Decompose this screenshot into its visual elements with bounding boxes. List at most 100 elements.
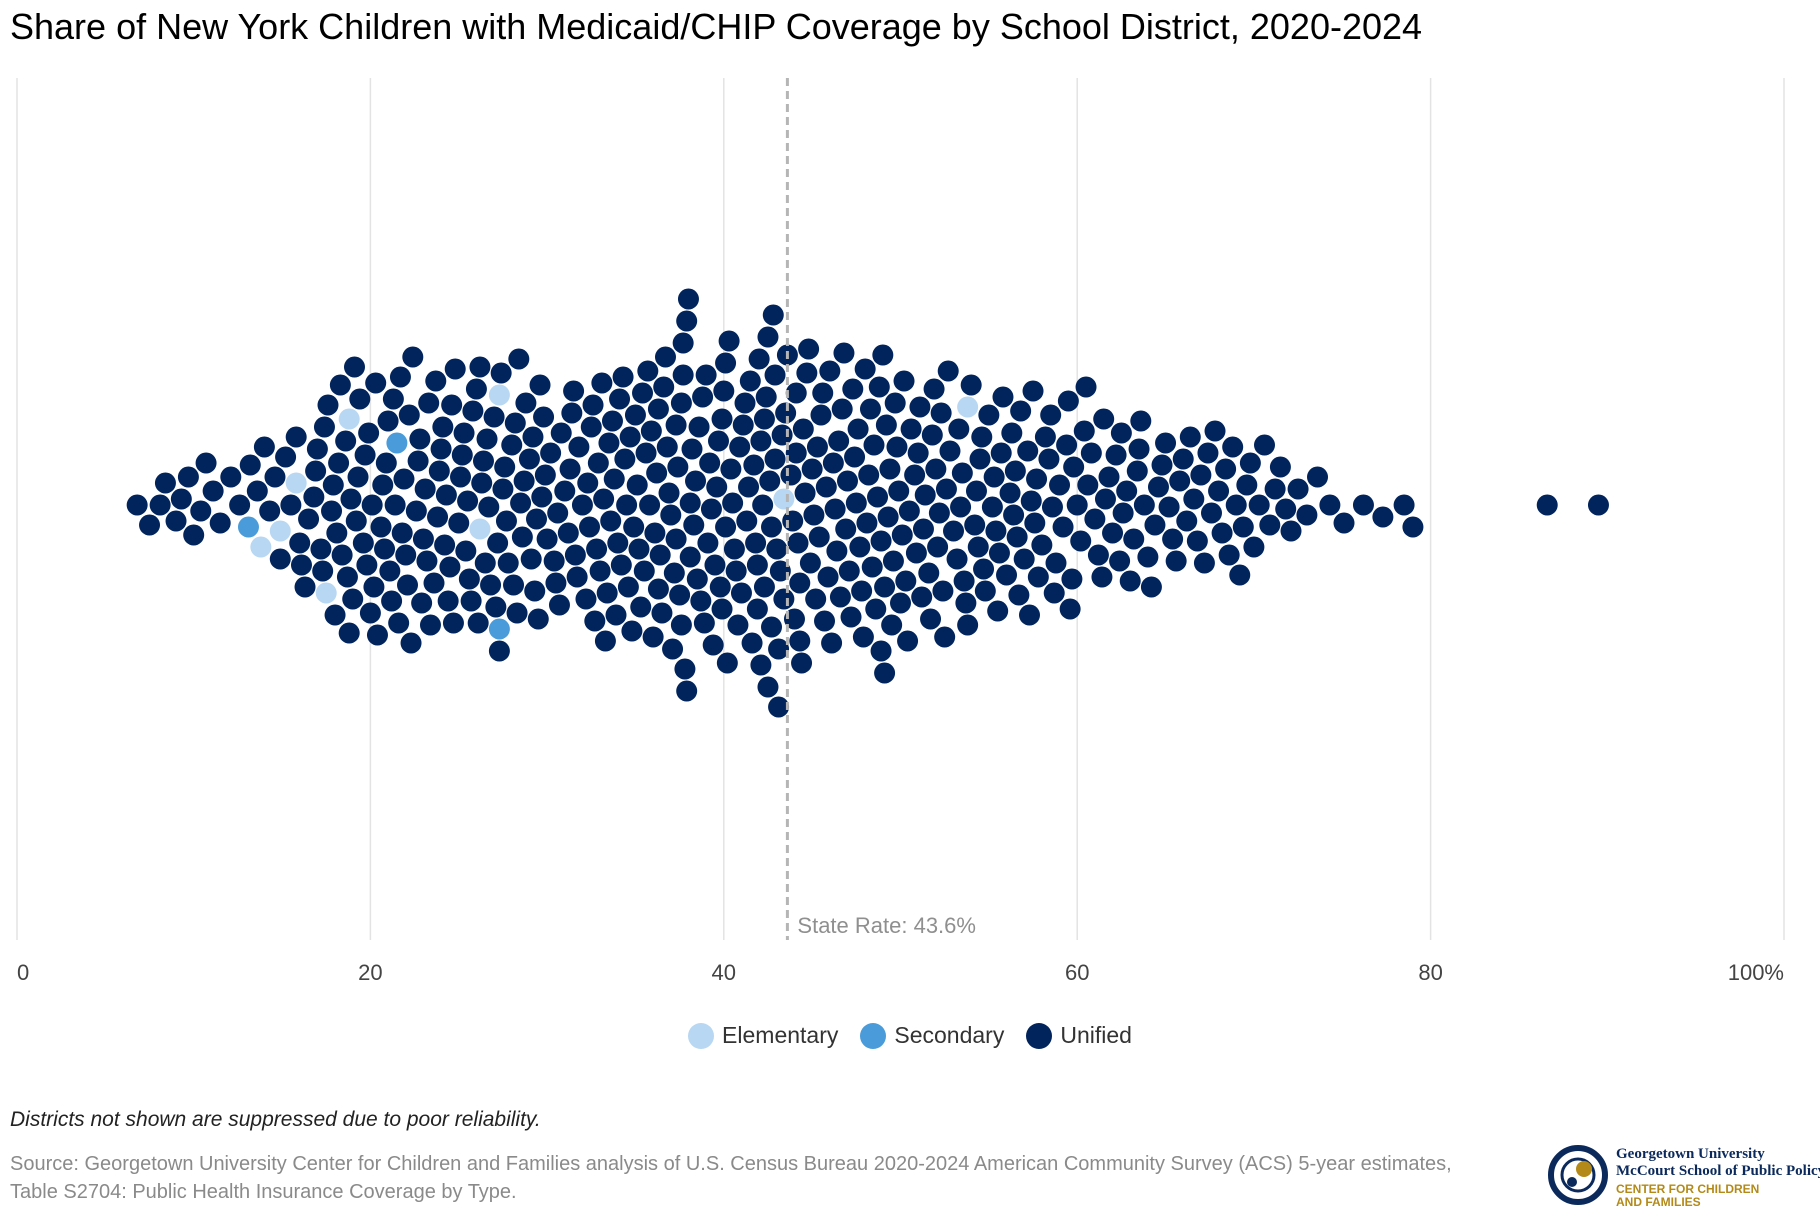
point-unified-460[interactable] [340,488,362,510]
point-unified-135[interactable] [688,416,710,438]
point-unified-326[interactable] [810,404,832,426]
point-unified-132[interactable] [677,288,699,310]
point-unified-42[interactable] [359,602,381,624]
point-unified-260[interactable] [1130,410,1152,432]
point-unified-151[interactable] [745,532,767,554]
point-unified-84[interactable] [508,348,530,370]
point-unified-345[interactable] [796,362,818,384]
point-unified-402[interactable] [785,442,807,464]
point-unified-213[interactable] [964,514,986,536]
point-unified-407[interactable] [874,576,896,598]
point-unified-353[interactable] [594,630,616,652]
point-unified-63[interactable] [434,534,456,556]
point-unified-15[interactable] [246,480,268,502]
point-unified-266[interactable] [1151,454,1173,476]
point-unified-88[interactable] [522,426,544,448]
point-unified-427[interactable] [789,630,811,652]
point-unified-65[interactable] [441,394,463,416]
point-unified-357[interactable] [665,528,687,550]
point-unified-126[interactable] [656,436,678,458]
point-unified-446[interactable] [389,366,411,388]
point-unified-346[interactable] [814,610,836,632]
point-unified-71[interactable] [462,400,484,422]
point-unified-302[interactable] [1307,466,1329,488]
legend-item-elementary[interactable]: Elementary [688,1022,838,1049]
point-unified-212[interactable] [960,374,982,396]
point-unified-390[interactable] [923,378,945,400]
point-unified-29[interactable] [313,416,335,438]
point-unified-448[interactable] [425,370,447,392]
point-unified-352[interactable] [577,472,599,494]
point-unified-58[interactable] [416,550,438,572]
point-unified-332[interactable] [548,594,570,616]
point-unified-409[interactable] [909,396,931,418]
point-unified-358[interactable] [683,514,705,536]
point-unified-178[interactable] [840,606,862,628]
legend-item-unified[interactable]: Unified [1026,1022,1132,1049]
point-unified-398[interactable] [715,516,737,538]
point-unified-487[interactable] [1008,584,1030,606]
point-unified-35[interactable] [335,430,357,452]
point-unified-23[interactable] [289,532,311,554]
point-unified-174[interactable] [826,540,848,562]
point-unified-458[interactable] [322,474,344,496]
point-unified-166[interactable] [798,338,820,360]
point-secondary-2[interactable] [488,618,510,640]
point-unified-184[interactable] [861,556,883,578]
point-unified-98[interactable] [557,522,579,544]
point-unified-245[interactable] [1077,474,1099,496]
point-unified-262[interactable] [1137,546,1159,568]
point-unified-461[interactable] [343,356,365,378]
point-unified-11[interactable] [209,512,231,534]
point-unified-471[interactable] [934,626,956,648]
point-unified-36[interactable] [338,622,360,644]
point-unified-270[interactable] [1165,550,1187,572]
point-elementary-2[interactable] [285,472,307,494]
point-unified-252[interactable] [1102,522,1124,544]
point-unified-242[interactable] [1066,494,1088,516]
point-unified-181[interactable] [851,580,873,602]
point-unified-298[interactable] [1275,498,1297,520]
point-unified-313[interactable] [580,416,602,438]
point-unified-3[interactable] [154,472,176,494]
point-unified-79[interactable] [490,362,512,384]
point-unified-226[interactable] [1010,400,1032,422]
point-unified-109[interactable] [596,582,618,604]
point-elementary-0[interactable] [250,536,272,558]
point-unified-317[interactable] [651,602,673,624]
point-unified-259[interactable] [1126,460,1148,482]
point-unified-114[interactable] [614,448,636,470]
point-unified-271[interactable] [1169,470,1191,492]
point-unified-491[interactable] [912,518,934,540]
point-unified-187[interactable] [872,344,894,366]
point-unified-69[interactable] [455,540,477,562]
point-unified-435[interactable] [400,632,422,654]
point-unified-113[interactable] [610,554,632,576]
point-unified-215[interactable] [971,426,993,448]
point-unified-67[interactable] [448,512,470,534]
point-unified-218[interactable] [981,496,1003,518]
point-unified-171[interactable] [815,476,837,498]
point-unified-232[interactable] [1031,534,1053,556]
point-unified-304[interactable] [1333,512,1355,534]
point-unified-364[interactable] [789,572,811,594]
point-unified-236[interactable] [1045,552,1067,574]
point-unified-31[interactable] [321,500,343,522]
point-unified-83[interactable] [504,412,526,434]
point-unified-475[interactable] [1004,460,1026,482]
point-unified-92[interactable] [536,528,558,550]
point-unified-502[interactable] [520,548,542,570]
point-unified-53[interactable] [398,404,420,426]
point-unified-8[interactable] [190,500,212,522]
point-unified-75[interactable] [476,428,498,450]
point-unified-496[interactable] [983,466,1005,488]
point-unified-46[interactable] [374,538,396,560]
point-unified-247[interactable] [1084,508,1106,530]
point-unified-229[interactable] [1020,490,1042,512]
point-unified-241[interactable] [1063,456,1085,478]
point-unified-255[interactable] [1112,502,1134,524]
point-unified-344[interactable] [761,516,783,538]
point-unified-2[interactable] [149,494,171,516]
point-unified-233[interactable] [1034,426,1056,448]
point-unified-380[interactable] [746,554,768,576]
